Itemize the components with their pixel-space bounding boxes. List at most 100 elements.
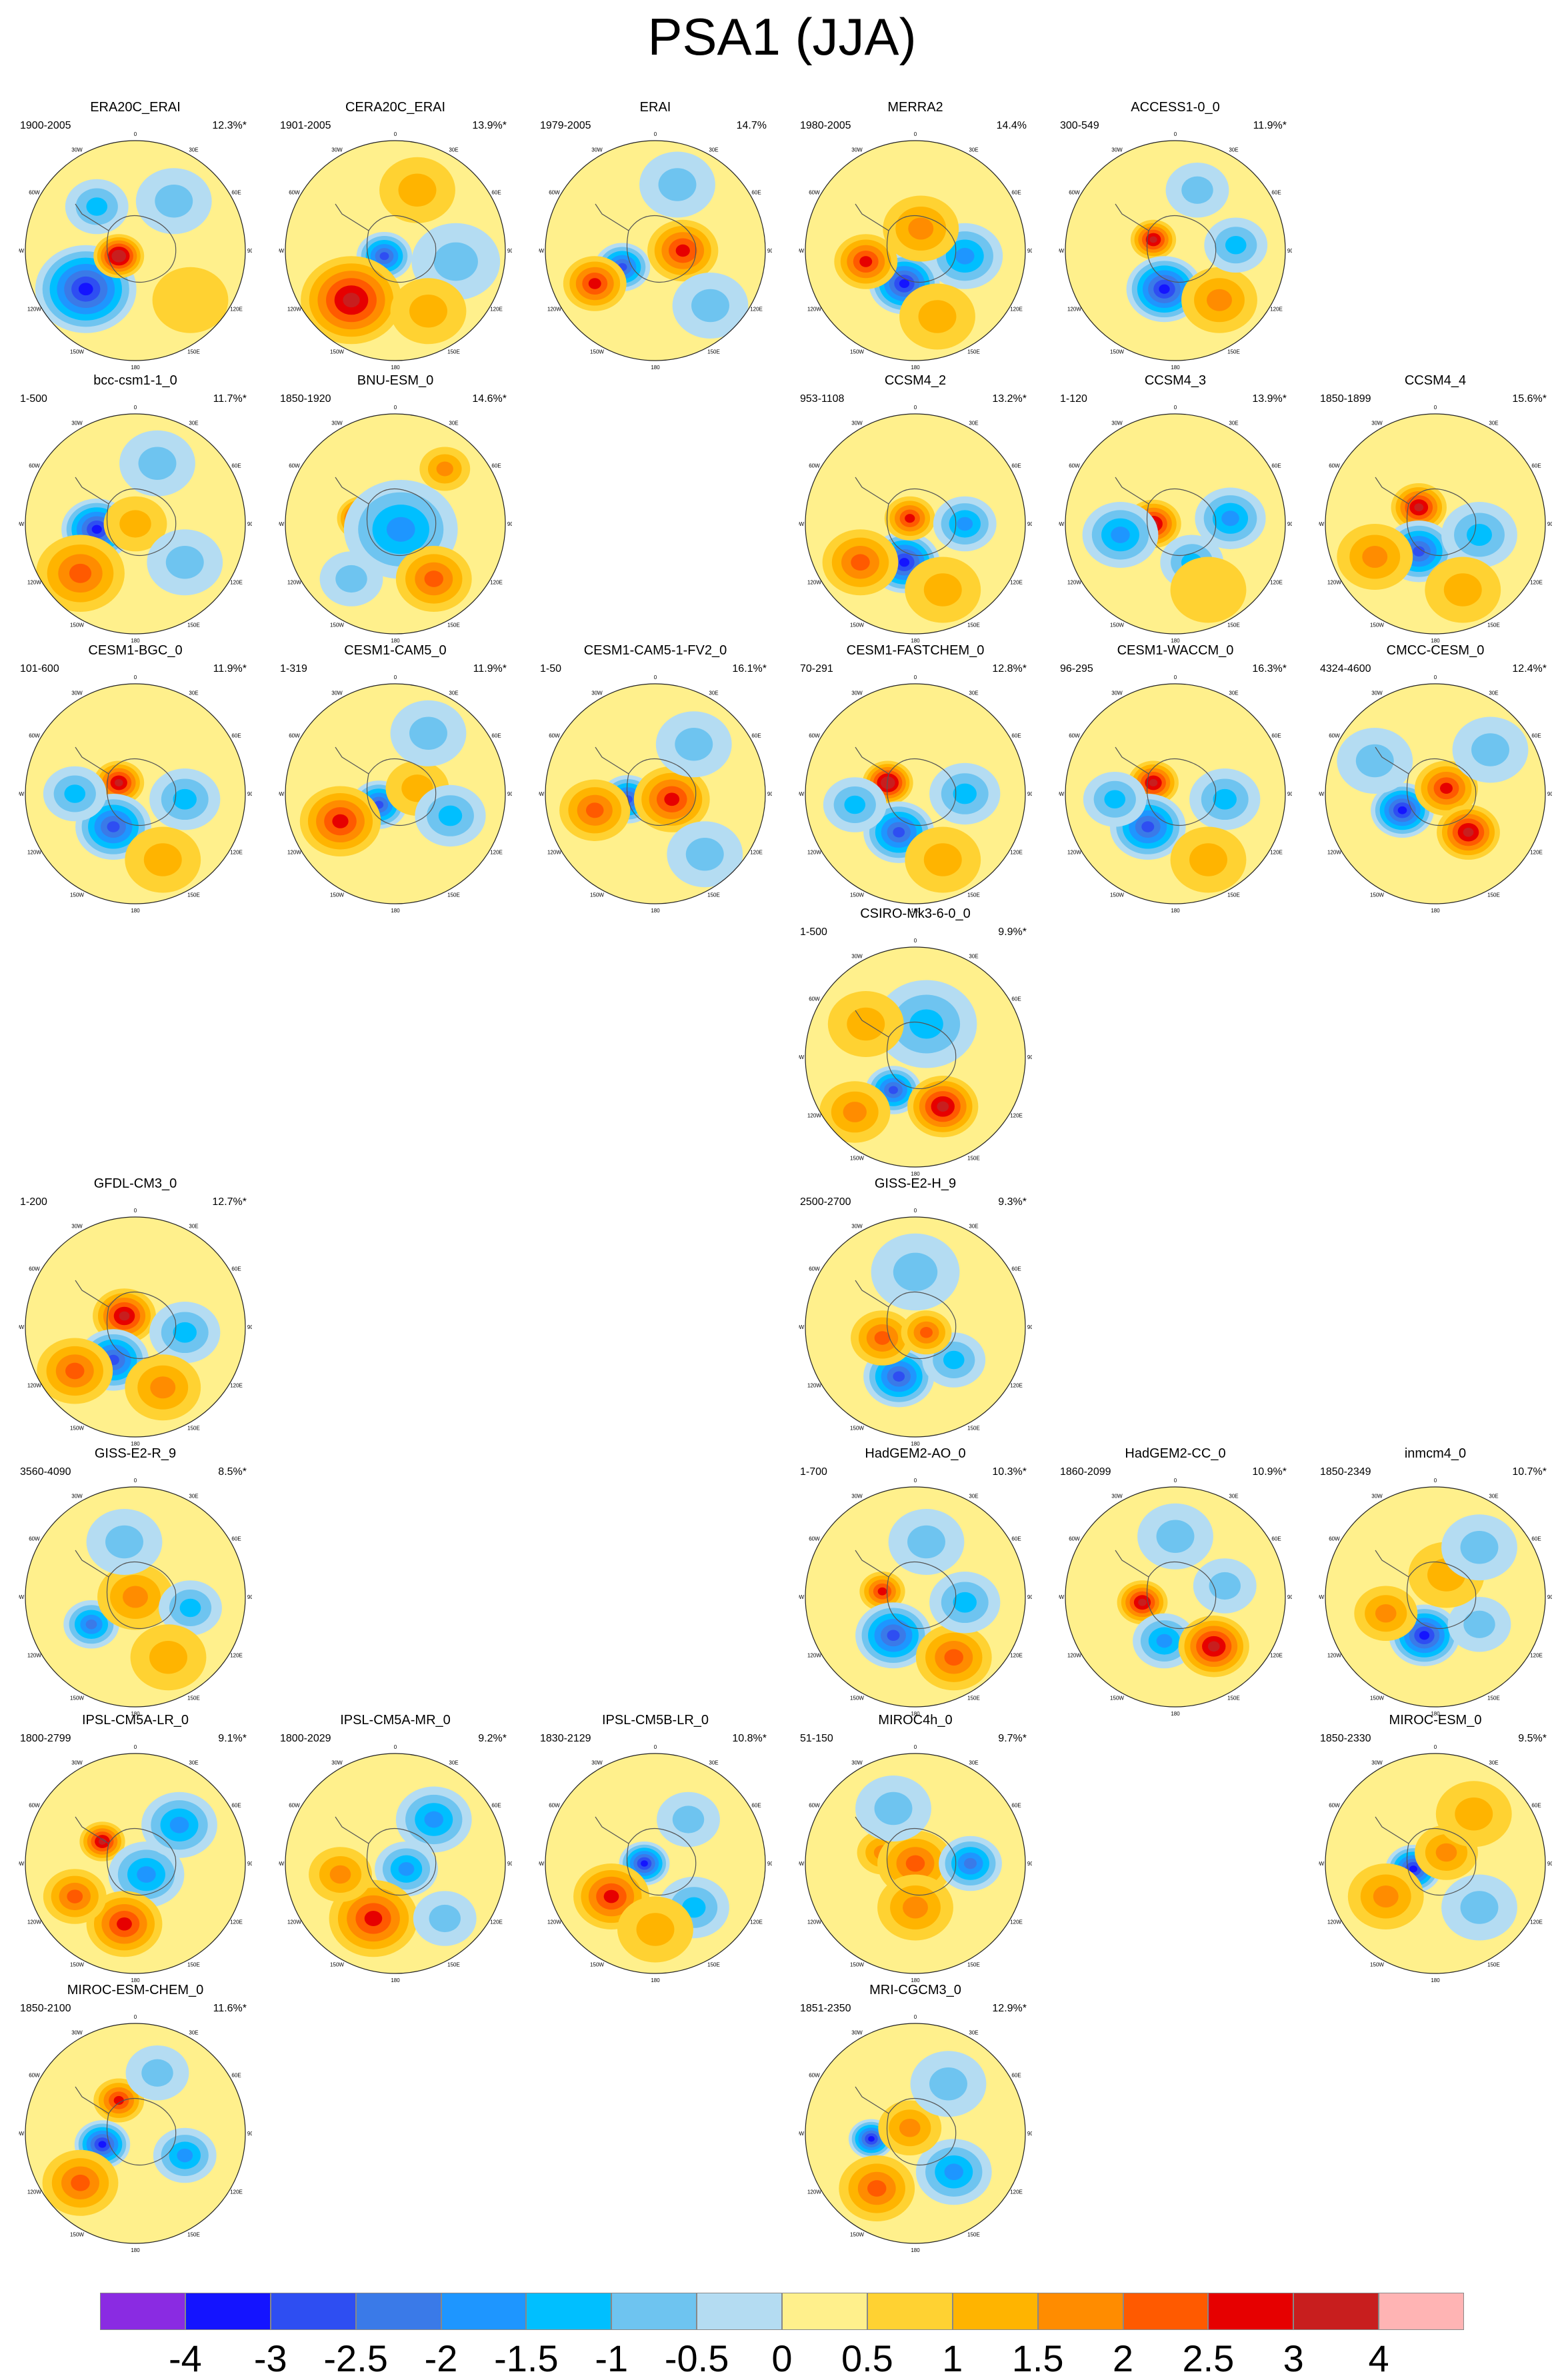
panel-years: 2500-2700	[800, 1196, 851, 1208]
antarctica-coastline	[627, 215, 697, 283]
longitude-label: 30W	[71, 2029, 83, 2035]
longitude-label: 150W	[1370, 892, 1384, 898]
longitude-label: 120W	[807, 1383, 821, 1389]
panel-years: 101-600	[20, 663, 59, 674]
antarctica-coastline	[1407, 1827, 1477, 1896]
longitude-label: 90W	[799, 1054, 805, 1060]
longitude-label: 150E	[447, 892, 460, 898]
longitude-label: 150E	[967, 1962, 980, 1968]
longitude-label: 60E	[491, 733, 501, 739]
panel-variance-explained: 14.4%	[996, 120, 1027, 131]
panel-title: CESM1-WACCM_0	[1117, 643, 1234, 658]
map-boundary	[545, 1753, 766, 1974]
antarctica-coastline	[887, 488, 957, 557]
map-boundary	[1325, 413, 1546, 634]
panel-inmcm4_0: inmcm4_0 1850-2349 10.7%* 0 30E 60E 90E 120E 150…	[1319, 1446, 1552, 1717]
panel-bcc-csm1-1_0: bcc-csm1-1_0 1-500 11.7%* 0 30E 60E 90E 120E 150…	[19, 373, 252, 644]
panel-title: IPSL-CM5A-LR_0	[81, 1713, 189, 1728]
panel-title: ACCESS1-0_0	[1131, 100, 1220, 115]
colorbar-label: -2	[424, 2337, 458, 2379]
panel-title: GFDL-CM3_0	[93, 1176, 177, 1191]
figure-title: PSA1 (JJA)	[647, 7, 917, 66]
positive-anomaly-contour	[115, 253, 123, 259]
positive-anomaly-contour	[675, 244, 690, 257]
colorbar-label: -0.5	[664, 2337, 729, 2379]
panel-variance-explained: 9.3%*	[998, 1196, 1027, 1208]
positive-anomaly-contour	[69, 563, 92, 583]
longitude-label: 180	[1431, 638, 1440, 644]
negative-anomaly-contour	[386, 517, 415, 542]
positive-anomaly-contour	[1373, 1885, 1399, 1907]
polar-map: 0 30E 60E 90E 120E 150E 180 150W 120W 90W 60W 30W	[1319, 1478, 1552, 1717]
longitude-label: 120E	[230, 580, 243, 586]
positive-anomaly-contour	[113, 2095, 124, 2105]
map-boundary	[25, 1216, 246, 1438]
longitude-label: 60E	[1011, 1803, 1021, 1809]
positive-anomaly-contour	[1455, 1797, 1493, 1831]
panel-years: 953-1108	[800, 393, 845, 405]
antarctica-coastline	[1407, 758, 1477, 826]
positive-anomaly-contour	[903, 1896, 928, 1919]
longitude-label: 120W	[807, 2189, 821, 2195]
longitude-label: 60W	[1329, 1536, 1340, 1542]
antarctic-peninsula	[1375, 746, 1409, 774]
longitude-label: 120W	[807, 307, 821, 313]
negative-anomaly-contour	[691, 289, 729, 323]
map-boundary	[285, 1753, 506, 1974]
longitude-label: 60W	[29, 463, 40, 469]
panel-title: IPSL-CM5A-MR_0	[340, 1713, 451, 1728]
negative-anomaly-contour	[155, 185, 193, 218]
longitude-label: 180	[911, 1711, 920, 1717]
longitude-label: 90E	[767, 791, 772, 797]
antarctic-peninsula	[1115, 746, 1149, 774]
longitude-label: 90E	[1287, 521, 1292, 527]
panel-years: 1-700	[800, 1466, 827, 1478]
polar-map: 0 30E 60E 90E 120E 150E 180 150W 120W 90W 60W 30W	[19, 405, 252, 644]
longitude-label: 150W	[1110, 892, 1124, 898]
antarctica-coastline	[887, 215, 957, 283]
longitude-label: 120E	[230, 850, 243, 856]
longitude-label: 60E	[1011, 2073, 1021, 2079]
longitude-label: 30W	[1111, 147, 1123, 153]
panel-HadGEM2-AO_0: HadGEM2-AO_0 1-700 10.3%* 0 30E 60E 90E 120E 150…	[799, 1446, 1032, 1717]
longitude-label: 60E	[1531, 733, 1541, 739]
positive-anomaly-contour	[1207, 289, 1232, 311]
longitude-label: 30W	[1111, 420, 1123, 426]
longitude-label: 180	[391, 638, 400, 644]
colorbar-label: 0	[771, 2337, 793, 2379]
longitude-label: 150W	[1110, 622, 1124, 628]
longitude-label: 0	[914, 1744, 917, 1750]
panel-variance-explained: 14.7%	[736, 120, 767, 131]
longitude-label: 90E	[1027, 521, 1032, 527]
panel-title: CESM1-FASTCHEM_0	[846, 643, 985, 658]
positive-anomaly-contour	[119, 510, 151, 538]
map-boundary	[545, 140, 766, 361]
map-boundary	[25, 683, 246, 904]
longitude-label: 30E	[709, 1760, 718, 1766]
positive-anomaly-contour	[588, 278, 601, 289]
longitude-label: 150W	[1110, 349, 1124, 355]
negative-anomaly-contour	[105, 1525, 143, 1559]
antarctic-peninsula	[1115, 1550, 1149, 1578]
negative-anomaly-contour	[1225, 236, 1247, 255]
longitude-label: 120E	[750, 1919, 763, 1925]
antarctica-coastline	[1147, 1561, 1217, 1630]
positive-anomaly-contour	[364, 1910, 383, 1927]
longitude-label: 30E	[189, 1223, 198, 1229]
antarctic-peninsula	[75, 746, 109, 774]
longitude-label: 120E	[490, 580, 503, 586]
negative-anomaly-contour	[1413, 546, 1425, 557]
longitude-label: 150E	[707, 349, 720, 355]
colorbar-label: -2.5	[323, 2337, 388, 2379]
positive-anomaly-contour	[143, 843, 182, 876]
longitude-label: 90E	[507, 1861, 512, 1867]
longitude-label: 90E	[1027, 1861, 1032, 1867]
negative-anomaly-contour	[1104, 790, 1126, 808]
longitude-label: 30E	[1489, 1760, 1498, 1766]
longitude-label: 150W	[850, 2232, 864, 2238]
panel-title: CCSM4_4	[1404, 373, 1467, 388]
negative-anomaly-contour	[899, 558, 910, 567]
longitude-label: 0	[134, 2014, 137, 2020]
map-boundary	[25, 413, 246, 634]
antarctica-coastline	[887, 1021, 957, 1090]
